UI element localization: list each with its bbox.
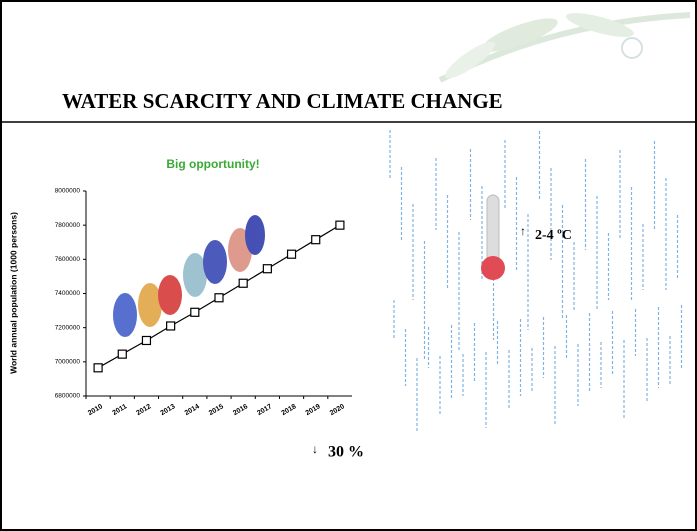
marker [263, 265, 271, 273]
chart-title: Big opportunity! [166, 157, 259, 171]
annotation: 30 % [328, 444, 364, 461]
marker [94, 364, 102, 372]
marker [239, 279, 247, 287]
marker [118, 350, 126, 358]
marker [336, 221, 344, 229]
y-tick-label: 7400000 [55, 290, 81, 297]
arrow-down: ↓ [312, 442, 318, 456]
marker [167, 322, 175, 330]
y-tick-label: 7000000 [55, 359, 81, 366]
y-tick-label: 7600000 [55, 256, 81, 263]
marker [142, 336, 150, 344]
page: {"slide": {"title": "WATER SCARCITY AND … [0, 0, 697, 531]
arrow-up: ↑ [520, 224, 526, 238]
marker [288, 250, 296, 258]
y-tick-label: 7800000 [55, 222, 81, 229]
slide-title: WATER SCARCITY AND CLIMATE CHANGE [62, 89, 503, 113]
y-tick-label: 8000000 [55, 188, 81, 195]
y-tick-label: 6800000 [55, 393, 81, 400]
marker [312, 236, 320, 244]
marker [215, 294, 223, 302]
y-tick-label: 7200000 [55, 324, 81, 331]
y-axis-label: World annual population (1000 persons) [8, 212, 18, 374]
marker [191, 308, 199, 316]
annotation: 2-4 ºC [535, 228, 572, 243]
slide: WATER SCARCITY AND CLIMATE CHANGE ↑ 2-4 … [0, 0, 697, 531]
